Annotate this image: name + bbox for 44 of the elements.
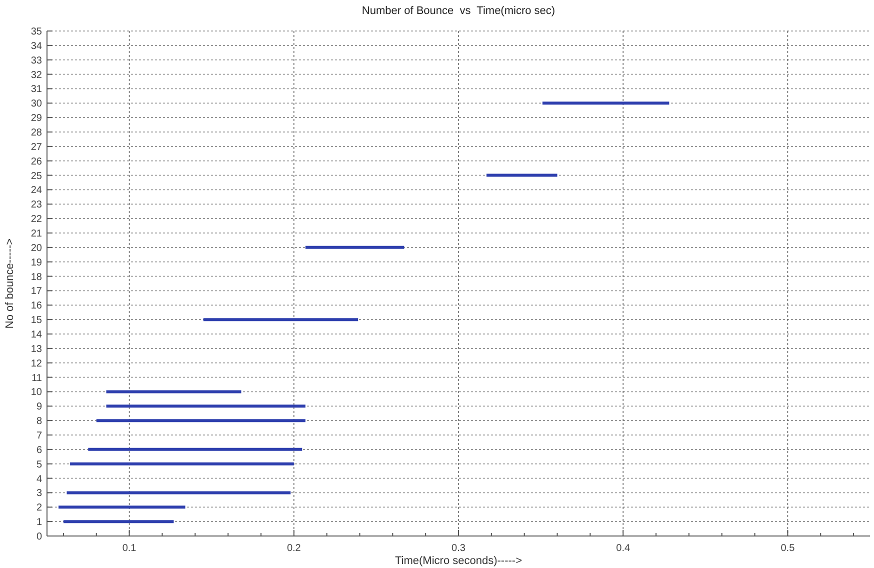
y-tick-label: 3 (36, 488, 42, 500)
y-tick-label: 30 (30, 98, 42, 110)
y-tick-label: 27 (30, 142, 42, 153)
y-tick-label: 15 (30, 315, 42, 326)
x-tick-label: 0.4 (616, 543, 630, 554)
y-tick-label: 24 (30, 185, 42, 196)
y-tick-label: 20 (30, 242, 42, 254)
y-tick-label: 17 (30, 286, 42, 298)
y-tick-label: 10 (30, 387, 42, 398)
y-tick-label: 23 (30, 200, 42, 211)
x-tick-label: 0.1 (122, 543, 137, 554)
y-tick-label: 31 (30, 84, 42, 96)
y-tick-label: 2 (36, 502, 42, 514)
chart-title: Number of Bounce vs Time(micro sec) (362, 5, 556, 17)
y-axis-title: No of bounce-----> (4, 238, 16, 329)
y-tick-label: 32 (30, 70, 42, 81)
y-tick-label: 7 (36, 430, 42, 442)
y-tick-label: 6 (36, 444, 42, 456)
y-tick-label: 18 (30, 272, 42, 283)
y-tick-label: 25 (30, 170, 42, 182)
y-tick-label: 19 (30, 257, 42, 268)
y-tick-label: 34 (30, 40, 42, 52)
y-tick-label: 26 (30, 156, 42, 168)
y-tick-label: 29 (30, 113, 42, 124)
y-tick-label: 14 (30, 330, 42, 340)
y-tick-label: 8 (36, 416, 42, 428)
y-tick-label: 28 (30, 128, 42, 138)
y-tick-label: 4 (36, 474, 42, 485)
x-tick-label: 0.2 (286, 543, 302, 554)
y-tick-label: 9 (36, 402, 42, 413)
y-tick-label: 1 (36, 517, 42, 528)
y-tick-label: 33 (30, 55, 42, 66)
y-tick-label: 13 (30, 344, 42, 355)
y-tick-label: 0 (36, 532, 42, 542)
y-tick-label: 35 (30, 26, 42, 38)
x-axis-title: Time(Micro seconds)-----> (394, 555, 522, 567)
x-tick-label: 0.5 (780, 543, 796, 554)
x-tick-label: 0.3 (452, 543, 466, 554)
y-tick-label: 5 (36, 459, 42, 470)
y-tick-label: 11 (32, 372, 42, 384)
y-tick-label: 22 (30, 214, 42, 226)
y-tick-label: 16 (30, 300, 42, 312)
y-tick-label: 21 (30, 228, 42, 240)
y-tick-label: 12 (30, 358, 42, 370)
